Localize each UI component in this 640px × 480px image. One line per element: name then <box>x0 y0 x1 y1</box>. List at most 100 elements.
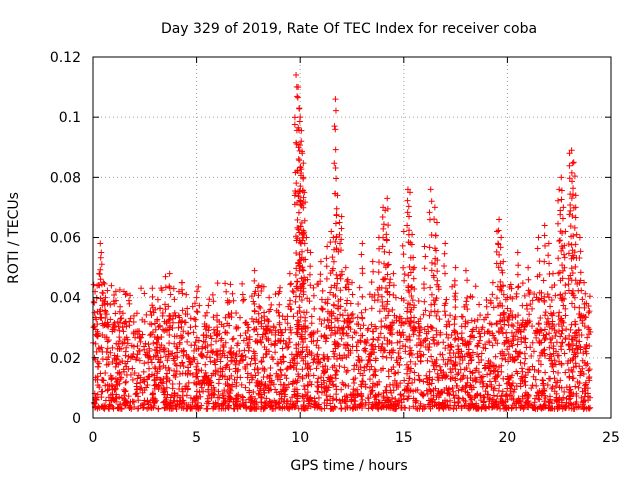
background-point <box>410 331 417 338</box>
background-point <box>211 391 218 398</box>
spike-point <box>495 264 502 271</box>
background-point <box>187 361 194 368</box>
mid-point <box>98 344 105 351</box>
mid-point <box>571 304 578 311</box>
spike-point <box>562 305 569 312</box>
spike-point <box>299 266 306 273</box>
mid-point <box>328 319 335 326</box>
mid-point <box>547 303 554 310</box>
background-point <box>140 377 147 384</box>
background-point <box>490 387 497 394</box>
background-point <box>227 387 234 394</box>
background-point <box>191 342 198 349</box>
mid-point <box>519 280 526 287</box>
background-point <box>387 401 394 408</box>
mid-point <box>379 353 386 360</box>
background-point <box>357 402 364 409</box>
mid-point <box>442 312 449 319</box>
spike-point <box>541 232 548 239</box>
background-point <box>154 334 161 341</box>
background-point <box>144 397 151 404</box>
background-point <box>151 399 158 406</box>
data-point <box>404 186 411 193</box>
spike-point <box>376 308 383 315</box>
background-point <box>411 369 418 376</box>
background-point <box>187 324 194 331</box>
spike-point <box>328 284 335 291</box>
background-point <box>258 358 265 365</box>
background-point <box>272 331 279 338</box>
mid-point <box>116 286 123 293</box>
background-point <box>329 405 336 412</box>
background-point <box>460 397 467 404</box>
spike-point <box>296 188 303 195</box>
background-point <box>481 394 488 401</box>
mid-point <box>127 292 134 299</box>
background-point <box>476 337 483 344</box>
background-point <box>478 357 485 364</box>
background-point <box>98 403 105 410</box>
data-point <box>100 279 107 286</box>
background-point <box>179 370 186 377</box>
background-point <box>497 324 504 331</box>
background-point <box>301 386 308 393</box>
background-point <box>521 374 528 381</box>
data-point <box>496 216 503 223</box>
background-point <box>381 397 388 404</box>
spike-point <box>347 318 354 325</box>
mid-point <box>410 325 417 332</box>
mid-point <box>505 313 512 320</box>
background-point <box>417 358 424 365</box>
background-point <box>462 383 469 390</box>
background-point <box>204 405 211 412</box>
background-point <box>380 394 387 401</box>
spike-point <box>334 315 341 322</box>
background-point <box>189 399 196 406</box>
background-point <box>192 323 199 330</box>
background-point <box>488 381 495 388</box>
background-point <box>343 368 350 375</box>
spike-point <box>541 297 548 304</box>
background-point <box>320 370 327 377</box>
mid-point <box>422 344 429 351</box>
data-point <box>301 189 308 196</box>
mid-point <box>418 341 425 348</box>
background-point <box>92 340 99 347</box>
background-point <box>424 379 431 386</box>
background-point <box>451 327 458 334</box>
background-point <box>556 395 563 402</box>
background-point <box>258 314 265 321</box>
background-point <box>279 403 286 410</box>
background-point <box>336 363 343 370</box>
mid-point <box>202 312 209 319</box>
background-point <box>210 370 217 377</box>
background-point <box>440 339 447 346</box>
background-point <box>555 321 562 328</box>
background-point <box>539 388 546 395</box>
spike-point <box>566 175 573 182</box>
spike-point <box>99 302 106 309</box>
mid-point <box>302 328 309 335</box>
spike-point <box>562 335 569 342</box>
background-point <box>130 312 137 319</box>
spike-point <box>405 272 412 279</box>
spike-point <box>525 287 532 294</box>
data-point <box>504 294 511 301</box>
spike-point <box>300 160 307 167</box>
mid-point <box>229 290 236 297</box>
background-point <box>378 324 385 331</box>
spike-point <box>494 340 501 347</box>
background-point <box>290 355 297 362</box>
background-point <box>163 394 170 401</box>
spike-point <box>380 225 387 232</box>
background-point <box>420 311 427 318</box>
background-point <box>136 357 143 364</box>
background-point <box>135 372 142 379</box>
spike-point <box>410 304 417 311</box>
background-point <box>366 376 373 383</box>
background-point <box>516 350 523 357</box>
data-point <box>295 84 302 91</box>
spike-point <box>507 307 514 314</box>
background-point <box>410 388 417 395</box>
mid-point <box>284 313 291 320</box>
